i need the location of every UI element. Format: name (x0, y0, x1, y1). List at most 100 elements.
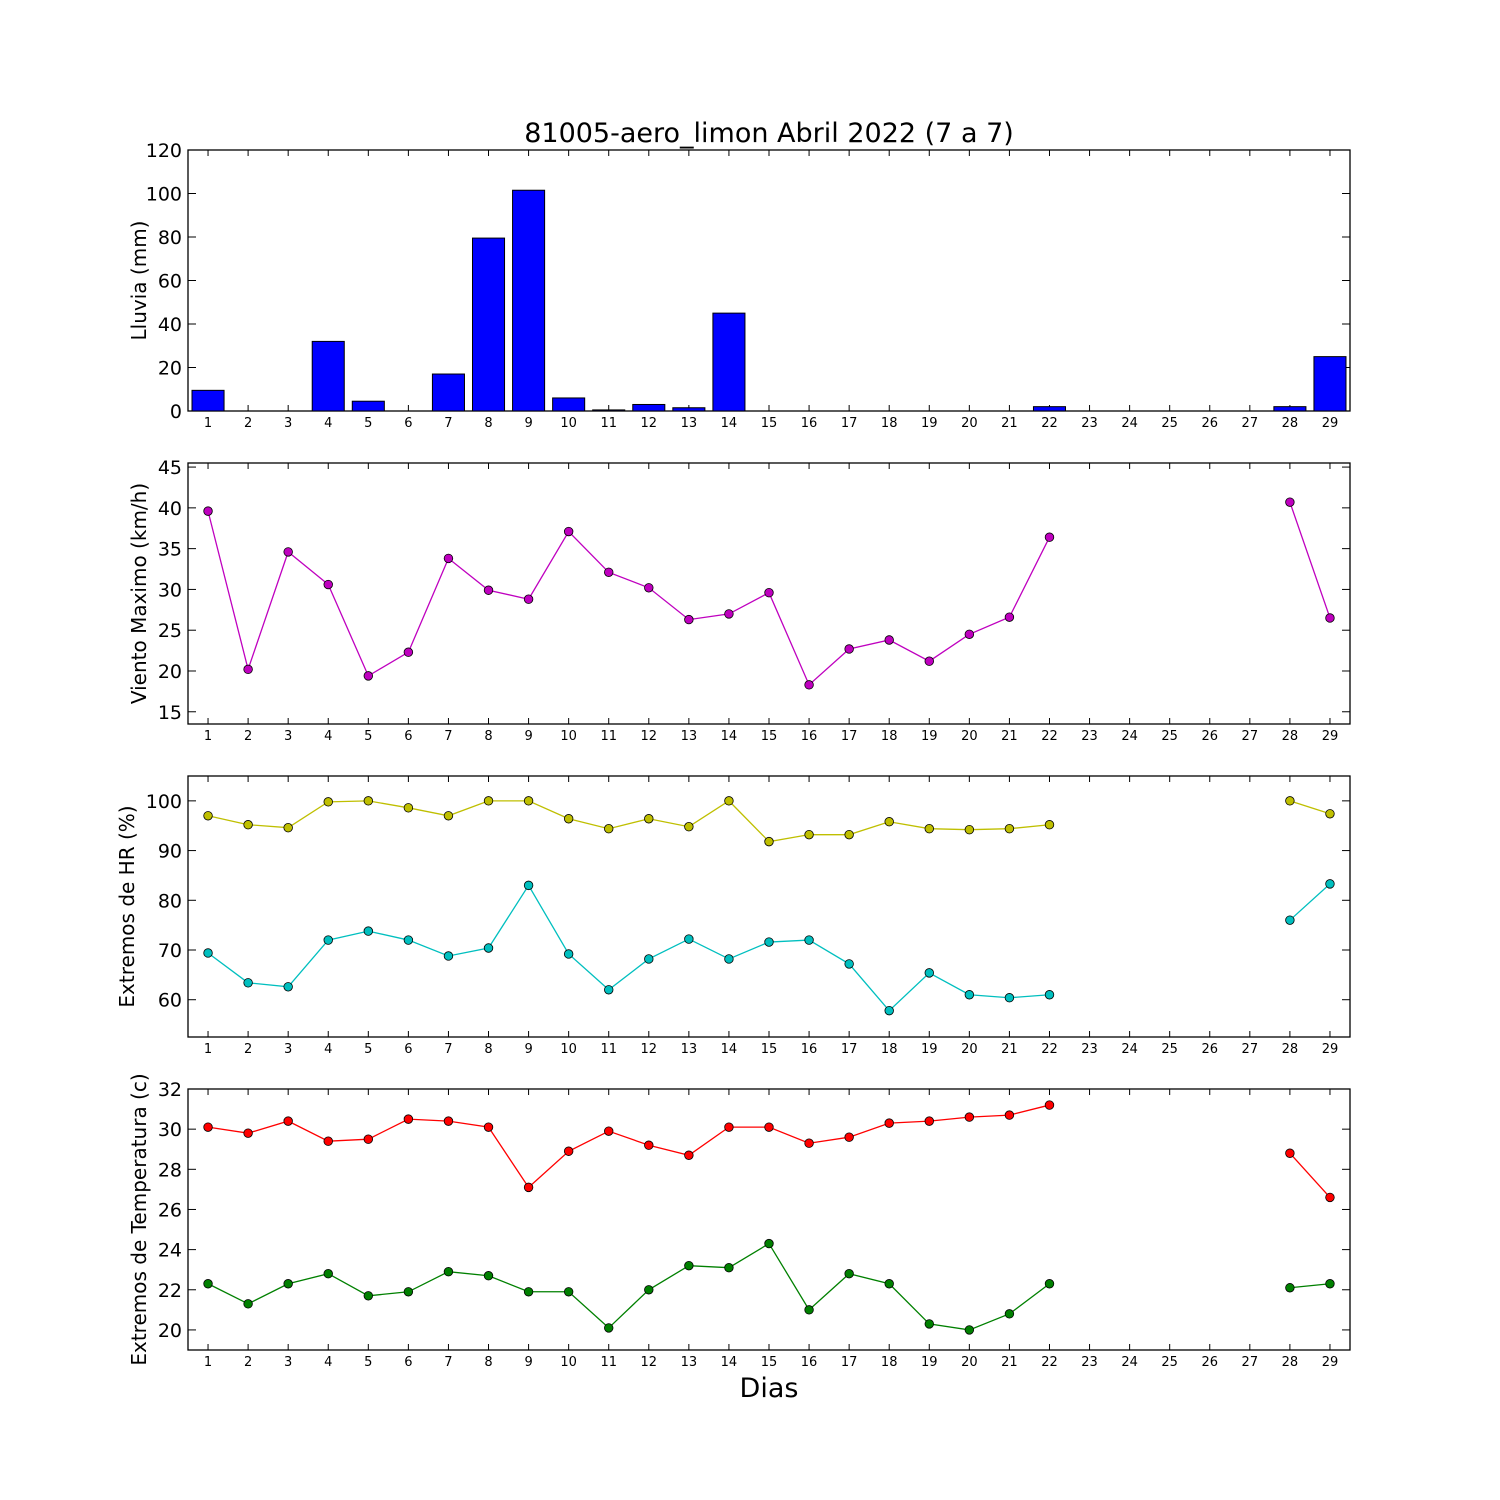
data-point (844, 644, 854, 654)
y-tick-label: 22 (158, 1280, 182, 1302)
data-point (604, 823, 614, 834)
data-point (884, 635, 894, 645)
data-point (523, 594, 534, 604)
data-point (323, 1269, 333, 1279)
y-tick-label: 60 (158, 271, 182, 293)
x-tick-label: 4 (324, 416, 332, 431)
data-point (1004, 993, 1015, 1003)
x-tick-label: 9 (524, 1042, 532, 1057)
x-tick-label: 15 (761, 729, 778, 744)
data-point (483, 1122, 494, 1132)
data-point (764, 937, 774, 947)
y-tick-label: 40 (158, 498, 182, 520)
x-tick-label: 29 (1322, 1042, 1339, 1057)
data-point (764, 587, 774, 598)
bar (1273, 406, 1307, 412)
y-tick-label: 70 (158, 940, 182, 962)
x-axis-label: Dias (740, 1373, 799, 1404)
x-tick-label: 17 (841, 416, 858, 431)
data-point (1004, 612, 1015, 622)
x-tick-label: 3 (284, 729, 292, 744)
data-point (363, 1291, 374, 1301)
x-tick-label: 5 (364, 1042, 372, 1057)
x-tick-label: 25 (1161, 1042, 1178, 1057)
x-tick-label: 23 (1081, 1355, 1098, 1370)
bar (592, 409, 626, 412)
x-tick-label: 5 (364, 729, 372, 744)
x-tick-label: 27 (1242, 1355, 1259, 1370)
data-point (724, 954, 734, 964)
x-tick-label: 27 (1242, 1042, 1259, 1057)
data-point (1004, 1309, 1015, 1319)
y-tick-label: 24 (158, 1240, 182, 1262)
x-tick-label: 7 (444, 416, 452, 431)
bar (512, 189, 546, 412)
x-tick-label: 27 (1242, 416, 1259, 431)
data-point (964, 824, 975, 835)
x-tick-label: 25 (1161, 416, 1178, 431)
data-point (483, 585, 494, 595)
data-point (1004, 823, 1015, 834)
bar (471, 237, 506, 412)
x-tick-label: 17 (841, 1042, 858, 1057)
x-tick-label: 1 (204, 729, 212, 744)
data-point (283, 1116, 293, 1126)
data-point (604, 567, 614, 577)
data-point (924, 1319, 934, 1329)
data-point (203, 811, 213, 821)
data-point (1044, 990, 1055, 1000)
data-point (1044, 820, 1055, 830)
x-tick-label: 24 (1121, 416, 1138, 431)
x-tick-label: 11 (600, 729, 617, 744)
data-point (1285, 1283, 1295, 1293)
y-axis-label: Extremos de HR (%) (115, 805, 139, 1007)
data-point (443, 553, 454, 564)
data-point (1325, 879, 1335, 889)
x-tick-label: 13 (681, 416, 698, 431)
x-tick-label: 6 (404, 416, 412, 431)
bar (712, 312, 746, 412)
data-point (924, 1116, 934, 1126)
series-line (207, 884, 1050, 1012)
data-point (243, 978, 253, 988)
x-tick-label: 28 (1282, 416, 1299, 431)
series-line (1289, 883, 1331, 921)
x-tick-label: 8 (484, 416, 492, 431)
x-tick-label: 24 (1121, 729, 1138, 744)
x-tick-label: 18 (881, 1042, 898, 1057)
x-tick-label: 29 (1322, 1355, 1339, 1370)
x-tick-label: 20 (961, 416, 978, 431)
y-tick-label: 60 (158, 990, 182, 1012)
data-point (1285, 796, 1295, 806)
data-point (804, 1138, 814, 1148)
x-tick-label: 26 (1201, 1355, 1218, 1370)
x-tick-label: 7 (444, 1042, 452, 1057)
data-point (1325, 809, 1335, 819)
x-tick-label: 4 (324, 729, 332, 744)
data-point (764, 1238, 774, 1249)
x-tick-label: 14 (721, 729, 738, 744)
data-point (523, 880, 534, 891)
x-tick-label: 10 (560, 1042, 577, 1057)
x-tick-label: 6 (404, 729, 412, 744)
data-point (363, 1134, 374, 1144)
data-point (644, 954, 654, 964)
x-tick-label: 20 (961, 729, 978, 744)
x-tick-label: 20 (961, 1042, 978, 1057)
x-tick-label: 22 (1041, 729, 1058, 744)
data-point (203, 948, 213, 958)
x-tick-label: 26 (1201, 1042, 1218, 1057)
x-tick-label: 17 (841, 729, 858, 744)
x-tick-label: 23 (1081, 729, 1098, 744)
data-point (724, 1122, 734, 1132)
data-point (483, 943, 494, 953)
data-point (563, 526, 574, 537)
x-tick-label: 23 (1081, 1042, 1098, 1057)
data-point (764, 836, 774, 847)
bar (311, 340, 345, 412)
data-point (844, 1132, 854, 1142)
data-point (604, 1323, 614, 1333)
